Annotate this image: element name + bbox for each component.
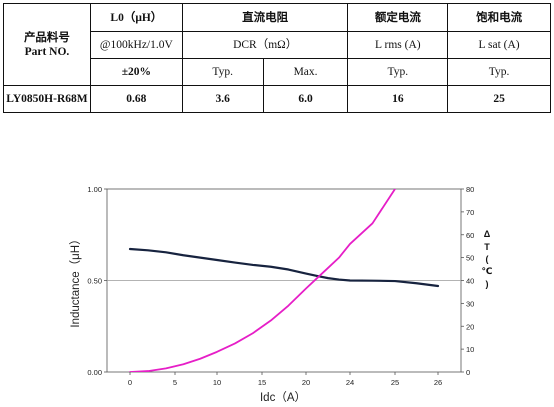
x-tick-label: 15: [258, 378, 266, 387]
y2-axis-title-char: (: [486, 254, 489, 264]
y2-tick-label: 0: [466, 368, 470, 377]
plot-frame: [106, 188, 462, 373]
y2-tick-label: 50: [466, 254, 474, 263]
y2-tick-label: 30: [466, 299, 474, 308]
isat-unit: L sat (A): [447, 31, 551, 59]
isat-header: 饱和电流: [447, 3, 551, 32]
irms-header: 额定电流: [347, 3, 449, 32]
dcr-typ-label: Typ.: [181, 58, 264, 86]
y2-axis-title-char: ): [486, 279, 489, 289]
y2-tick-label: 10: [466, 345, 474, 354]
y2-tick-label: 70: [466, 208, 474, 217]
isat-typ-label: Typ.: [447, 58, 551, 86]
y2-tick-label: 60: [466, 231, 474, 240]
x-tick-label: 20: [302, 378, 310, 387]
l0-tolerance: ±20%: [89, 58, 183, 86]
dcr-max-label: Max.: [262, 58, 349, 86]
y2-tick-label: 20: [466, 322, 474, 331]
x-tick-label: 0: [128, 378, 132, 387]
y2-axis-title-char: Δ: [484, 229, 491, 239]
isat-value: 25: [447, 85, 551, 113]
y2-axis-title-char: T: [484, 242, 490, 252]
part-no-header-cn: 产品料号: [23, 31, 70, 44]
x-tick-label: 26: [434, 378, 442, 387]
x-tick-label: 5: [173, 378, 177, 387]
dcr-header: 直流电阻: [181, 3, 349, 32]
y-tick-label: 0.00: [87, 368, 102, 377]
y2-tick-label: 80: [466, 185, 474, 194]
x-tick-label: 24: [346, 378, 354, 387]
y-tick-label: 0.50: [87, 277, 102, 286]
dcr-typ-value: 3.6: [181, 85, 264, 113]
part-no-header-en: Part NO.: [24, 45, 70, 58]
temperature-rise-line: [129, 189, 396, 372]
spec-table: 产品料号 Part NO. L0（μH） 直流电阻 额定电流 饱和电流 @100…: [3, 3, 551, 113]
l0-header: L0（μH）: [89, 3, 183, 32]
part-number-value: LY0850H-R68M: [3, 85, 91, 113]
l0-condition: @100kHz/1.0V: [89, 31, 183, 59]
dcr-unit: DCR（mΩ）: [181, 31, 349, 59]
x-axis-title: Idc（A）: [260, 391, 306, 404]
inductance-line: [128, 247, 440, 288]
y-axis-title: Inductance（μH）: [69, 233, 82, 327]
part-no-header: 产品料号 Part NO.: [3, 3, 91, 86]
irms-unit: L rms (A): [347, 31, 449, 59]
irms-typ-label: Typ.: [347, 58, 449, 86]
y2-axis-title-char: ℃: [482, 266, 493, 276]
irms-value: 16: [347, 85, 449, 113]
l0-value: 0.68: [89, 85, 183, 113]
x-tick-label: 25: [391, 378, 399, 387]
x-tick-label: 10: [213, 378, 221, 387]
y-tick-label: 1.00: [87, 185, 102, 194]
dcr-max-value: 6.0: [262, 85, 349, 113]
y2-tick-label: 40: [466, 277, 474, 286]
